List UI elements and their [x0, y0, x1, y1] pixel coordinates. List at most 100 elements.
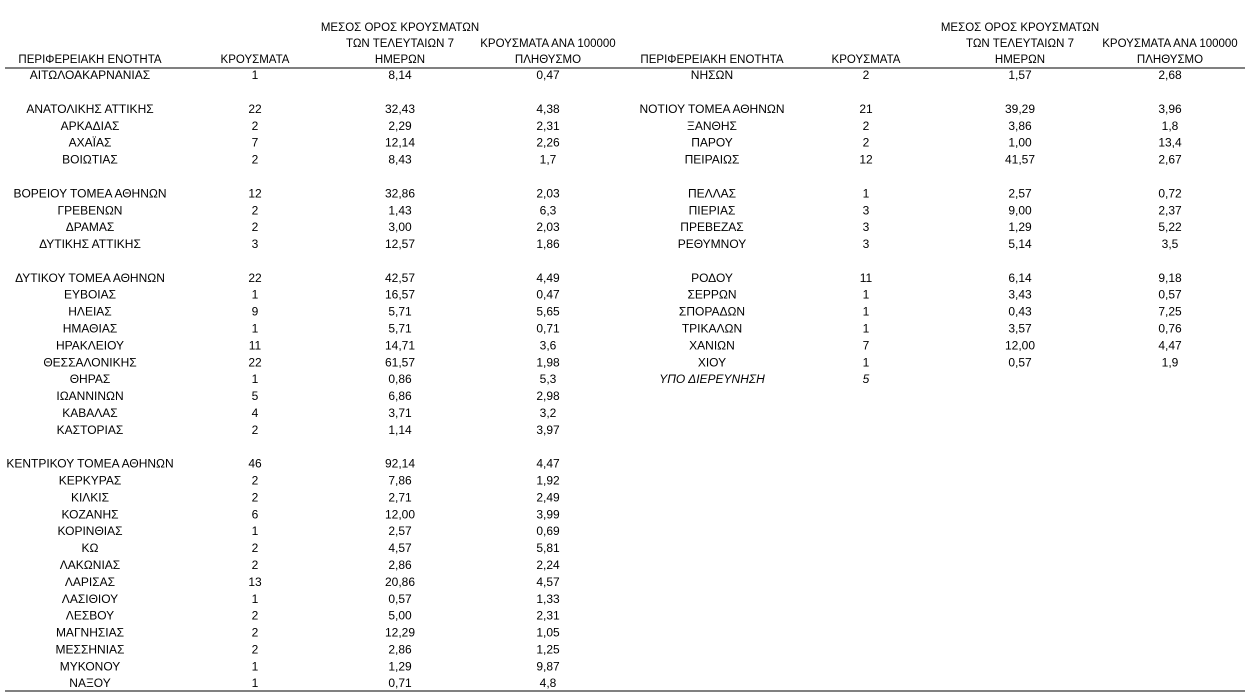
- cell-value: 14,71: [385, 338, 415, 352]
- cell-value: 2,31: [536, 609, 560, 623]
- cell-value: 2,03: [536, 186, 560, 200]
- cell-value: 9,87: [536, 659, 560, 673]
- region-name: ΜΑΓΝΗΣΙΑΣ: [56, 626, 124, 640]
- column-header: ΗΜΕΡΩΝ: [375, 54, 425, 66]
- region-name: ΔΥΤΙΚΗΣ ΑΤΤΙΚΗΣ: [39, 237, 141, 251]
- region-name: ΝΗΣΩΝ: [691, 68, 733, 82]
- cell-value: 2: [252, 558, 259, 572]
- cell-value: 1,29: [388, 659, 412, 673]
- cell-value: 1,8: [1162, 119, 1179, 133]
- column-header: ΚΡΟΥΣΜΑΤΑ: [221, 54, 290, 66]
- cell-value: 3,2: [540, 406, 557, 420]
- cell-value: 9: [252, 305, 259, 319]
- cell-value: 1,9: [1162, 355, 1179, 369]
- cell-value: 8,14: [388, 68, 412, 82]
- cell-value: 0,86: [388, 372, 412, 386]
- cell-value: 0,76: [1158, 322, 1182, 336]
- cell-value: 1: [252, 659, 259, 673]
- cell-value: 2: [252, 490, 259, 504]
- region-name: ΛΑΡΙΣΑΣ: [65, 575, 115, 589]
- region-name: ΚΑΒΑΛΑΣ: [62, 406, 117, 420]
- region-name: ΤΡΙΚΑΛΩΝ: [682, 322, 742, 336]
- cell-value: 8,43: [388, 153, 412, 167]
- cell-value: 5: [252, 389, 259, 403]
- region-name: ΚΑΣΤΟΡΙΑΣ: [57, 423, 124, 437]
- region-name: ΚΟΡΙΝΘΙΑΣ: [57, 524, 122, 538]
- cell-value: 6,86: [388, 389, 412, 403]
- region-name: ΑΡΚΑΔΙΑΣ: [61, 119, 120, 133]
- cell-value: 4,47: [536, 457, 560, 471]
- cell-value: 5,00: [388, 609, 412, 623]
- cell-value: 0,71: [388, 676, 412, 690]
- cell-value: 2: [252, 642, 259, 656]
- cell-value: 5,22: [1158, 220, 1182, 234]
- cell-value: 9,18: [1158, 271, 1182, 285]
- cell-value: 2,03: [536, 220, 560, 234]
- cell-value: 2,37: [1158, 203, 1182, 217]
- cell-value: 5,14: [1008, 237, 1032, 251]
- cell-value: 2: [252, 119, 259, 133]
- cell-value: 6,14: [1008, 271, 1032, 285]
- cell-value: 2,86: [388, 558, 412, 572]
- column-header: ΤΩΝ ΤΕΛΕΥΤΑΙΩΝ 7: [346, 38, 454, 50]
- cell-value: 4,38: [536, 102, 560, 116]
- cell-value: 1: [252, 322, 259, 336]
- cell-value: 22: [248, 271, 262, 285]
- cell-value: 1,33: [536, 592, 560, 606]
- cell-value: 22: [248, 102, 262, 116]
- cell-value: 2: [252, 541, 259, 555]
- cell-value: 2,31: [536, 119, 560, 133]
- cell-value: 12,14: [385, 136, 415, 150]
- cell-value: 20,86: [385, 575, 415, 589]
- cell-value: 3: [863, 220, 870, 234]
- cell-value: 1: [252, 676, 259, 690]
- cell-value: 4,57: [536, 575, 560, 589]
- cell-value: 16,57: [385, 288, 415, 302]
- cell-value: 4: [252, 406, 259, 420]
- cell-value: 5,3: [540, 372, 557, 386]
- column-header: ΗΜΕΡΩΝ: [995, 54, 1045, 66]
- region-name: ΑΧΑΪΑΣ: [69, 136, 112, 150]
- cell-value: 1,05: [536, 626, 560, 640]
- region-name: ΚΩ: [82, 541, 99, 555]
- region-name: ΗΡΑΚΛΕΙΟΥ: [56, 338, 124, 352]
- cell-value: 0,47: [536, 68, 560, 82]
- cell-value: 2,57: [1008, 186, 1032, 200]
- cell-value: 2,67: [1158, 153, 1182, 167]
- cell-value: 6,3: [540, 203, 557, 217]
- region-name: ΕΥΒΟΙΑΣ: [64, 288, 116, 302]
- cell-value: 1,14: [388, 423, 412, 437]
- cell-value: 3,71: [388, 406, 412, 420]
- cell-value: 0,71: [536, 322, 560, 336]
- cell-value: 2: [252, 609, 259, 623]
- column-header: ΠΛΗΘΥΣΜΟ: [1137, 54, 1203, 66]
- region-name: ΓΡΕΒΕΝΩΝ: [58, 203, 123, 217]
- cell-value: 1,92: [536, 474, 560, 488]
- region-name: ΠΑΡΟΥ: [691, 136, 733, 150]
- region-name: ΝΑΞΟΥ: [69, 676, 110, 690]
- column-header: ΠΛΗΘΥΣΜΟ: [515, 54, 581, 66]
- cell-value: 1: [863, 288, 870, 302]
- cell-value: 2,49: [536, 490, 560, 504]
- cell-value: 2: [863, 68, 870, 82]
- cell-value: 2,68: [1158, 68, 1182, 82]
- cell-value: 1,7: [540, 153, 557, 167]
- region-name: ΒΟΡΕΙΟΥ ΤΟΜΕΑ ΑΘΗΝΩΝ: [13, 186, 166, 200]
- cell-value: 22: [248, 355, 262, 369]
- cell-value: 0,57: [388, 592, 412, 606]
- cell-value: 1,43: [388, 203, 412, 217]
- cell-value: 3,99: [536, 507, 560, 521]
- cell-value: 4,57: [388, 541, 412, 555]
- cell-value: 5,81: [536, 541, 560, 555]
- cell-value: 0,43: [1008, 305, 1032, 319]
- cell-value: 42,57: [385, 271, 415, 285]
- cell-value: 11: [249, 338, 262, 352]
- cell-value: 5,65: [536, 305, 560, 319]
- column-header: ΠΕΡΙΦΕΡΕΙΑΚΗ ΕΝΟΤΗΤΑ: [640, 54, 783, 66]
- region-name: ΙΩΑΝΝΙΝΩΝ: [56, 389, 123, 403]
- region-name: ΧΑΝΙΩΝ: [689, 338, 735, 352]
- cell-value: 21: [859, 102, 873, 116]
- cell-value: 7,25: [1158, 305, 1182, 319]
- cell-value: 2: [252, 220, 259, 234]
- region-name: ΠΕΙΡΑΙΩΣ: [685, 153, 740, 167]
